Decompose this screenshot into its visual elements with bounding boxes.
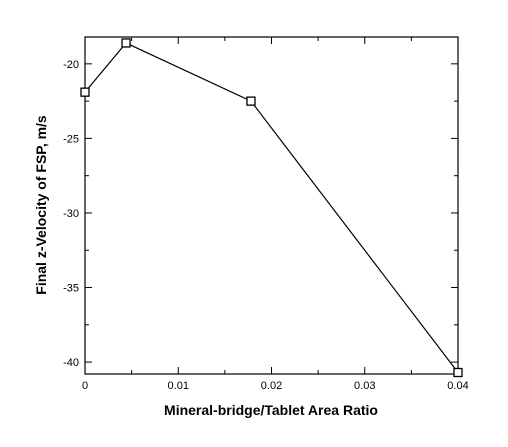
plot-frame [84, 36, 459, 375]
tick-labels: 0 0.01 0.02 0.03 0.04 -20 -25 -30 -35 -40 [63, 59, 469, 392]
data-point [246, 96, 256, 106]
axis-ticks [84, 37, 459, 374]
data-point [121, 38, 131, 48]
y-tick-label: -35 [63, 283, 79, 295]
data-point [453, 367, 463, 378]
data-point [80, 87, 90, 97]
y-tick-label: -30 [63, 208, 79, 220]
x-axis-title: Mineral-bridge/Tablet Area Ratio [164, 402, 378, 418]
series-line [84, 42, 459, 373]
y-axis-title: Final z-Velocity of FSP, m/s [33, 115, 49, 295]
y-tick-label: -25 [63, 133, 79, 145]
x-tick-label: 0.03 [354, 380, 375, 392]
x-tick-label: 0 [82, 380, 88, 392]
data-markers [80, 38, 463, 378]
y-tick-label: -20 [63, 59, 79, 71]
x-tick-label: 0.01 [168, 380, 189, 392]
y-tick-label: -40 [63, 357, 79, 369]
x-tick-label: 0.04 [447, 380, 468, 392]
x-tick-label: 0.02 [261, 380, 282, 392]
